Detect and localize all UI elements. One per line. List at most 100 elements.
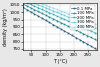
300 MPa bbox=[26, 0, 27, 1]
0.1 MPa bbox=[47, 21, 48, 22]
X-axis label: T (°C): T (°C) bbox=[53, 59, 67, 64]
100 MPa bbox=[62, 23, 63, 24]
100 MPa bbox=[94, 39, 95, 40]
100 MPa bbox=[30, 7, 31, 8]
100 MPa bbox=[68, 26, 69, 27]
400 MPa bbox=[88, 21, 90, 22]
100 MPa bbox=[86, 35, 88, 36]
400 MPa bbox=[81, 18, 82, 19]
100 MPa bbox=[56, 20, 58, 21]
200 MPa bbox=[39, 8, 41, 9]
300 MPa bbox=[96, 28, 97, 29]
300 MPa bbox=[30, 1, 31, 2]
300 MPa bbox=[39, 5, 41, 6]
200 MPa bbox=[96, 33, 97, 34]
400 MPa bbox=[94, 23, 95, 24]
400 MPa bbox=[75, 16, 76, 17]
0.1 MPa bbox=[30, 11, 31, 12]
100 MPa bbox=[71, 28, 73, 29]
400 MPa bbox=[73, 15, 74, 16]
300 MPa bbox=[43, 7, 44, 8]
0.1 MPa bbox=[34, 13, 35, 14]
200 MPa bbox=[75, 24, 76, 25]
100 MPa bbox=[38, 11, 39, 12]
0.1 MPa bbox=[32, 12, 33, 13]
0.1 MPa bbox=[43, 19, 44, 20]
200 MPa bbox=[30, 4, 31, 5]
200 MPa bbox=[66, 20, 67, 21]
300 MPa bbox=[85, 23, 86, 24]
0.1 MPa bbox=[70, 34, 71, 35]
0.1 MPa bbox=[53, 24, 54, 25]
100 MPa bbox=[34, 9, 35, 10]
0.1 MPa bbox=[83, 41, 84, 42]
0.1 MPa bbox=[92, 47, 93, 48]
200 MPa bbox=[60, 17, 61, 18]
100 MPa bbox=[55, 19, 56, 20]
0.1 MPa bbox=[79, 39, 80, 40]
200 MPa bbox=[41, 9, 42, 10]
200 MPa bbox=[83, 27, 84, 28]
100 MPa bbox=[58, 21, 59, 22]
400 MPa bbox=[49, 6, 50, 7]
400 MPa bbox=[92, 22, 93, 23]
200 MPa bbox=[81, 26, 82, 27]
0.1 MPa bbox=[22, 7, 24, 8]
400 MPa bbox=[58, 10, 59, 11]
300 MPa bbox=[38, 4, 39, 5]
0.1 MPa bbox=[81, 40, 82, 41]
200 MPa bbox=[53, 14, 54, 15]
Line: 200 MPa: 200 MPa bbox=[22, 0, 97, 34]
0.1 MPa bbox=[66, 32, 67, 33]
200 MPa bbox=[32, 5, 33, 6]
100 MPa bbox=[88, 36, 90, 37]
300 MPa bbox=[81, 22, 82, 23]
300 MPa bbox=[88, 25, 90, 26]
200 MPa bbox=[58, 16, 59, 17]
200 MPa bbox=[38, 7, 39, 8]
200 MPa bbox=[88, 30, 90, 31]
100 MPa bbox=[70, 27, 71, 28]
400 MPa bbox=[32, 0, 33, 1]
0.1 MPa bbox=[55, 25, 56, 26]
100 MPa bbox=[39, 12, 41, 13]
400 MPa bbox=[79, 17, 80, 18]
300 MPa bbox=[56, 12, 58, 13]
200 MPa bbox=[94, 32, 95, 33]
400 MPa bbox=[62, 11, 63, 12]
0.1 MPa bbox=[49, 22, 50, 23]
100 MPa bbox=[45, 15, 46, 16]
200 MPa bbox=[45, 11, 46, 12]
Legend: 0.1 MPa, 100 MPa, 200 MPa, 300 MPa, 400 MPa: 0.1 MPa, 100 MPa, 200 MPa, 300 MPa, 400 … bbox=[70, 5, 95, 30]
100 MPa bbox=[41, 13, 42, 14]
Line: 300 MPa: 300 MPa bbox=[22, 0, 97, 29]
100 MPa bbox=[64, 24, 65, 25]
100 MPa bbox=[53, 18, 54, 19]
400 MPa bbox=[43, 4, 44, 5]
300 MPa bbox=[47, 8, 48, 9]
300 MPa bbox=[70, 17, 71, 18]
100 MPa bbox=[26, 5, 27, 6]
200 MPa bbox=[28, 3, 29, 4]
400 MPa bbox=[39, 3, 41, 4]
0.1 MPa bbox=[51, 23, 52, 24]
300 MPa bbox=[55, 11, 56, 12]
100 MPa bbox=[28, 6, 29, 7]
200 MPa bbox=[43, 10, 44, 11]
200 MPa bbox=[55, 15, 56, 16]
300 MPa bbox=[94, 27, 95, 28]
200 MPa bbox=[51, 13, 52, 14]
0.1 MPa bbox=[75, 37, 76, 38]
300 MPa bbox=[58, 13, 59, 14]
200 MPa bbox=[73, 23, 74, 24]
400 MPa bbox=[55, 8, 56, 9]
0.1 MPa bbox=[58, 27, 59, 28]
300 MPa bbox=[32, 2, 33, 3]
0.1 MPa bbox=[56, 26, 58, 27]
Line: 0.1 MPa: 0.1 MPa bbox=[22, 7, 97, 50]
300 MPa bbox=[51, 10, 52, 11]
0.1 MPa bbox=[41, 18, 42, 19]
400 MPa bbox=[77, 17, 78, 18]
0.1 MPa bbox=[45, 20, 46, 21]
300 MPa bbox=[64, 15, 65, 16]
